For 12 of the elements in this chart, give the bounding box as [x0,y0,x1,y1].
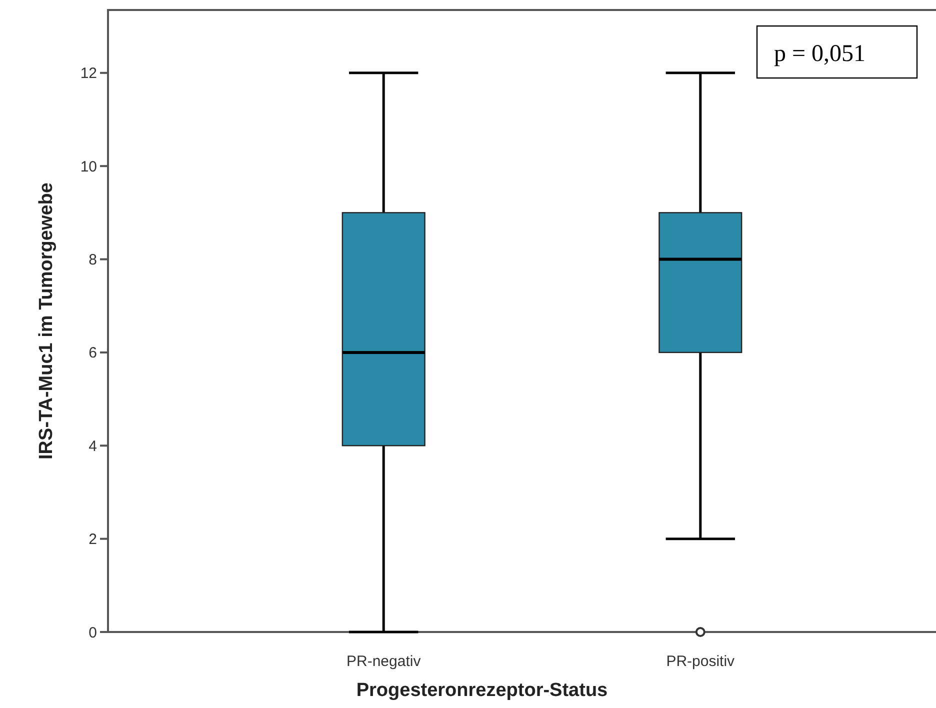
x-tick-label: PR-positiv [666,653,736,670]
y-tick-label: 2 [88,531,97,548]
x-tick-label: PR-negativ [346,653,422,670]
annotation: p = 0,051 [774,41,866,67]
y-tick-label: 8 [88,252,97,269]
x-axis-title: Progesteronrezeptor-Status [356,680,608,701]
y-axis-title: IRS-TA-Muc1 im Tumorgewebe [36,182,57,460]
y-tick-label: 10 [80,158,97,176]
y-tick-label: 12 [80,65,97,82]
y-tick-label: 6 [88,344,97,362]
y-tick-label: 0 [88,624,97,642]
y-tick-label: 4 [88,438,97,455]
